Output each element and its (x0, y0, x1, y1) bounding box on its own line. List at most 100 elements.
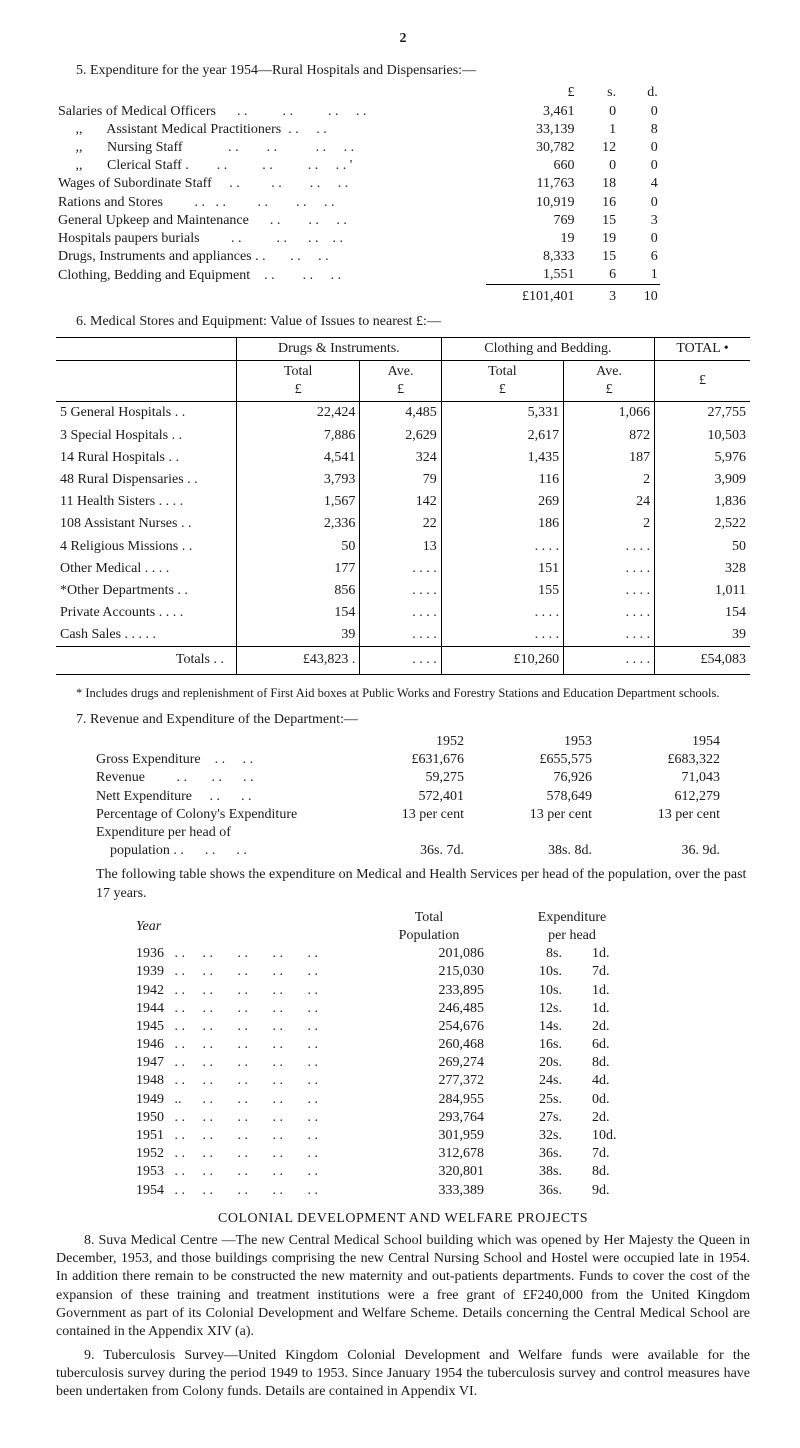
row-ct: . . . . (441, 624, 563, 647)
row-v1 (482, 824, 610, 842)
table-row: General Upkeep and Maintenance . . . . .… (56, 212, 750, 230)
row-shillings: 6 (577, 266, 619, 285)
row-ct: 155 (441, 580, 563, 602)
row-da: . . . . (360, 602, 441, 624)
row-pence: 6 (618, 248, 660, 266)
table-row: Nett Expenditure . . . .572,401578,64961… (96, 788, 738, 806)
row-ct: 5,331 (441, 402, 563, 425)
row-label: Gross Expenditure . . . . (96, 751, 354, 769)
dep-col-1953: 1953 (482, 733, 610, 751)
table-row: Salaries of Medical Officers . . . . . .… (56, 103, 750, 121)
row-total: 5,976 (655, 447, 750, 469)
sub-drugs-ave: Ave. £ (360, 361, 441, 402)
row-shillings: 0 (577, 157, 619, 175)
table-row: 1948 . . . . . . . . . .277,37224s.4d. (136, 1072, 660, 1090)
row-total: 2,522 (655, 513, 750, 535)
row-pop: 201,086 (374, 945, 502, 963)
row-label: Rations and Stores . . . . . . . . . . (56, 194, 486, 212)
total-pounds: £101,401 (486, 285, 576, 307)
row-year: 1951 . . . . . . . . . . (136, 1127, 374, 1145)
table-row: ,, Clerical Staff . . . . . . . . . '660… (56, 157, 750, 175)
col-total: TOTAL • (655, 337, 750, 360)
row-da: 324 (360, 447, 441, 469)
row-dt: 856 (236, 580, 359, 602)
row-dt: 3,793 (236, 469, 359, 491)
row-label: Clothing, Bedding and Equipment . . . . … (56, 266, 486, 285)
row-shillings: 12 (577, 139, 619, 157)
table-row: 3 Special Hospitals . .7,8862,6292,61787… (56, 425, 750, 447)
section5-heading: 5. Expenditure for the year 1954—Rural H… (76, 62, 750, 80)
row-pop: 269,274 (374, 1054, 502, 1072)
row-shillings: 1 (577, 121, 619, 139)
row-label: Other Medical . . . . (56, 558, 236, 580)
row-label: 48 Rural Dispensaries . . (56, 469, 236, 491)
row-v1: 13 per cent (482, 806, 610, 824)
row-ca: . . . . (564, 580, 655, 602)
table-row: 5 General Hospitals . .22,4244,4855,3311… (56, 402, 750, 425)
row-da: 142 (360, 491, 441, 513)
table-row: Private Accounts . . . .154. . . .. . . … (56, 602, 750, 624)
row-da: . . . . (360, 580, 441, 602)
row-exp-s: 8s. (502, 945, 580, 963)
table-row: 1953 . . . . . . . . . .320,80138s.8d. (136, 1163, 660, 1181)
row-ca: 2 (564, 469, 655, 491)
row-exp-d: 7d. (580, 963, 660, 981)
row-dt: 39 (236, 624, 359, 647)
col-shillings: s. (577, 84, 619, 102)
row-da: 22 (360, 513, 441, 535)
row-label: Revenue . . . . . . (96, 769, 354, 787)
row-pounds: 8,333 (486, 248, 576, 266)
table-row: 1949 .. . . . . . . . .284,95525s.0d. (136, 1091, 660, 1109)
table-row: ,, Nursing Staff . . . . . . . .30,78212… (56, 139, 750, 157)
row-da: 2,629 (360, 425, 441, 447)
sub-drugs-total: Total £ (236, 361, 359, 402)
row-shillings: 0 (577, 103, 619, 121)
col-clothing: Clothing and Bedding. (441, 337, 654, 360)
row-exp-d: 1d. (580, 1000, 660, 1018)
row-ct: 116 (441, 469, 563, 491)
row-v1: 578,649 (482, 788, 610, 806)
sub-cloth-total: Total £ (441, 361, 563, 402)
row-shillings: 15 (577, 212, 619, 230)
row-exp-d: 9d. (580, 1182, 660, 1200)
row-ca: . . . . (564, 536, 655, 558)
table-row: 14 Rural Hospitals . .4,5413241,4351875,… (56, 447, 750, 469)
row-exp-s: 32s. (502, 1127, 580, 1145)
row-exp-s: 10s. (502, 982, 580, 1000)
table-row: Revenue . . . . . .59,27576,92671,043 (96, 769, 738, 787)
dep-col-1954: 1954 (610, 733, 738, 751)
table-row: Hospitals paupers burials . . . . . . . … (56, 230, 750, 248)
pop-col-year: Year (136, 909, 374, 945)
row-ca: 2 (564, 513, 655, 535)
row-total: 154 (655, 602, 750, 624)
row-total: 10,503 (655, 425, 750, 447)
row-pop: 320,801 (374, 1163, 502, 1181)
row-exp-s: 14s. (502, 1018, 580, 1036)
row-v2: 36. 9d. (610, 842, 738, 860)
table-row: 4 Religious Missions . .5013. . . .. . .… (56, 536, 750, 558)
table-row: Expenditure per head of (96, 824, 738, 842)
row-pounds: 19 (486, 230, 576, 248)
row-pop: 254,676 (374, 1018, 502, 1036)
row-shillings: 15 (577, 248, 619, 266)
row-exp-s: 38s. (502, 1163, 580, 1181)
row-dt: 154 (236, 602, 359, 624)
row-label: Hospitals paupers burials . . . . . . . … (56, 230, 486, 248)
paragraph-8: 8. Suva Medical Centre —The new Central … (56, 1232, 750, 1341)
row-ct: 186 (441, 513, 563, 535)
row-exp-s: 10s. (502, 963, 580, 981)
row-label: 3 Special Hospitals . . (56, 425, 236, 447)
row-v0: £631,676 (354, 751, 482, 769)
row-exp-s: 36s. (502, 1145, 580, 1163)
row-year: 1947 . . . . . . . . . . (136, 1054, 374, 1072)
row-da: . . . . (360, 558, 441, 580)
row-pop: 312,678 (374, 1145, 502, 1163)
row-ct: 269 (441, 491, 563, 513)
population-para: The following table shows the expenditur… (96, 866, 750, 902)
row-label: Salaries of Medical Officers . . . . . .… (56, 103, 486, 121)
row-total: 39 (655, 624, 750, 647)
row-label: General Upkeep and Maintenance . . . . .… (56, 212, 486, 230)
row-pence: 8 (618, 121, 660, 139)
table-row: 1954 . . . . . . . . . .333,38936s.9d. (136, 1182, 660, 1200)
row-v0: 13 per cent (354, 806, 482, 824)
